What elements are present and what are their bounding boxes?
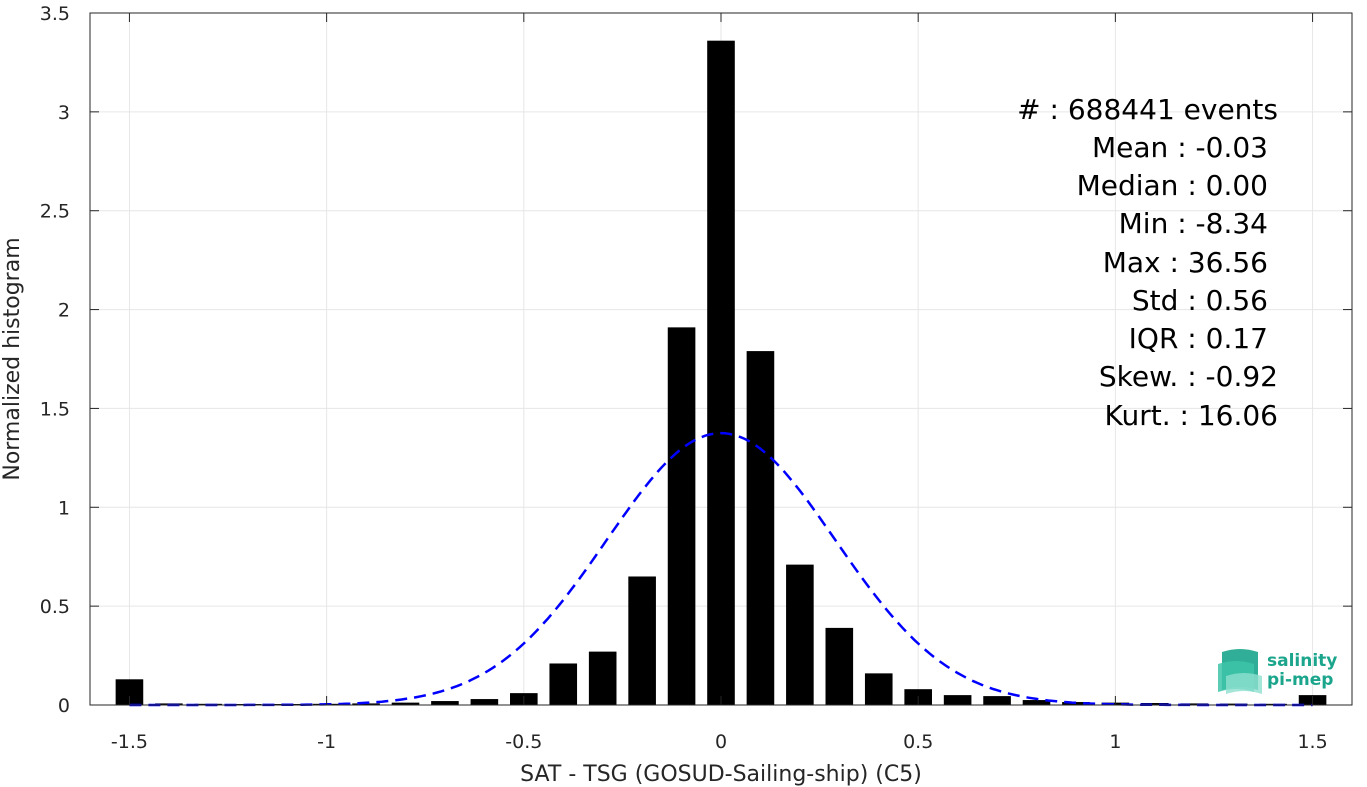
histogram-bar-7 <box>391 702 420 705</box>
histogram-bar-8 <box>431 701 459 705</box>
histogram-bar-18 <box>825 627 854 705</box>
histogram-bar-9 <box>470 699 499 705</box>
stat-skew: Skew. : -0.92 <box>1099 360 1278 393</box>
histogram-bar-6 <box>352 703 380 705</box>
histogram-bar-12 <box>588 651 617 705</box>
x-tick-label-6: 1.5 <box>1297 731 1327 753</box>
stat-max: Max : 36.56 <box>1103 246 1268 279</box>
x-tick-label-3: 0 <box>715 731 727 753</box>
histogram-bar-21 <box>943 695 972 705</box>
x-tick-label-0: -1.5 <box>111 731 148 753</box>
y-axis-label: Normalized histogram <box>0 237 25 480</box>
stat-median: Median : 0.00 <box>1077 169 1268 202</box>
x-tick-label-5: 1 <box>1109 731 1121 753</box>
x-tick-label-2: -0.5 <box>505 731 542 753</box>
histogram-bars <box>115 40 1327 706</box>
stat-std: Std : 0.56 <box>1132 284 1268 317</box>
stat-kurt: Kurt. : 16.06 <box>1105 399 1279 432</box>
histogram-bar-19 <box>864 673 893 705</box>
y-tick-label-2: 1 <box>58 497 70 519</box>
histogram-bar-27 <box>1180 703 1209 705</box>
stat-mean: Mean : -0.03 <box>1092 131 1268 164</box>
histogram-bar-26 <box>1141 703 1169 705</box>
stats-box: # : 688441 events Mean : -0.03 Median : … <box>1017 93 1278 432</box>
histogram-bar-23 <box>1022 700 1051 705</box>
histogram-bar-16 <box>746 351 775 705</box>
y-tick-label-6: 3 <box>58 102 70 124</box>
histogram-bar-22 <box>983 696 1011 705</box>
salinity-pi-mep-logo: salinity pi-mep <box>1218 649 1337 694</box>
y-tick-label-4: 2 <box>58 300 70 322</box>
logo-line2: pi-mep <box>1267 670 1333 690</box>
stat-events: # : 688441 events <box>1017 93 1278 126</box>
histogram-bar-13 <box>628 576 656 705</box>
stat-min: Min : -8.34 <box>1119 207 1268 240</box>
y-tick-label-7: 3.5 <box>40 3 70 25</box>
logo-wave-icon <box>1218 649 1262 694</box>
y-tick-label-1: 0.5 <box>40 596 70 618</box>
y-tick-label-0: 0 <box>58 695 70 717</box>
histogram-bar-28 <box>1219 703 1248 705</box>
x-tick-label-1: -1 <box>317 731 336 753</box>
histogram-bar-11 <box>549 663 578 705</box>
logo-line1: salinity <box>1267 651 1337 671</box>
x-axis-ticks: -1.5 -1 -0.5 0 0.5 1 1.5 <box>111 13 1328 753</box>
histogram-bar-15 <box>707 40 735 706</box>
histogram-bar-17 <box>786 564 814 705</box>
x-tick-label-4: 0.5 <box>903 731 933 753</box>
histogram-bar-14 <box>667 327 696 705</box>
stat-iqr: IQR : 0.17 <box>1129 322 1268 355</box>
y-tick-label-3: 1.5 <box>40 398 70 420</box>
y-tick-label-5: 2.5 <box>40 201 70 223</box>
x-axis-label: SAT - TSG (GOSUD-Sailing-ship) (C5) <box>520 762 922 787</box>
y-axis-ticks: 0 0.5 1 1.5 2 2.5 3 3.5 <box>40 3 1352 717</box>
